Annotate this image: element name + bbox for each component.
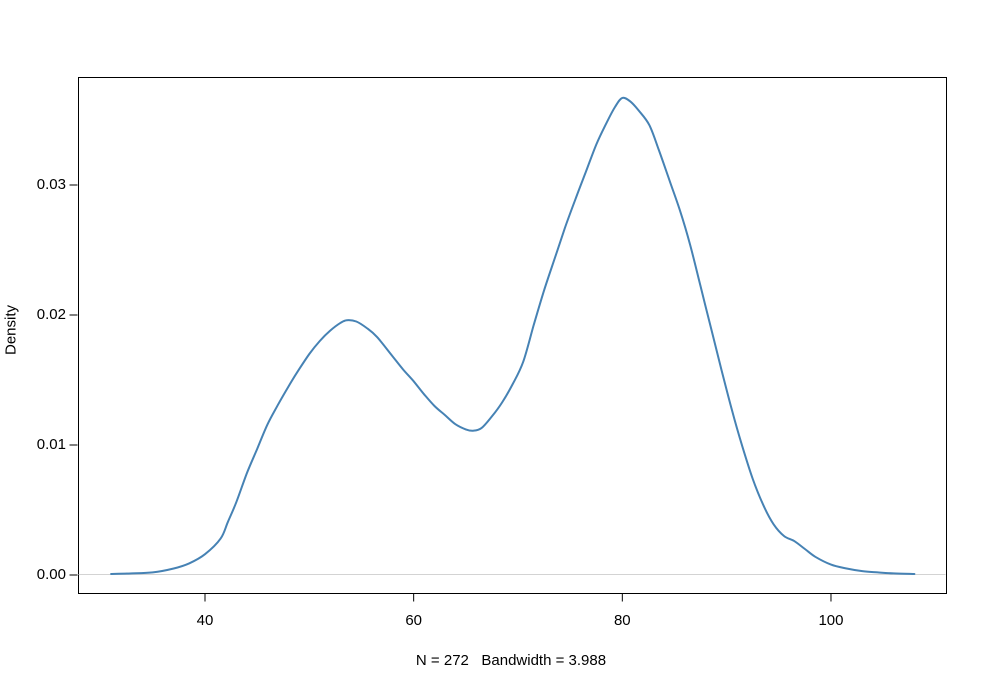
density-curve — [110, 96, 916, 575]
x-tick-label: 80 — [613, 612, 631, 629]
y-tick-label: 0.03 — [36, 176, 66, 193]
y-tick-label: 0.02 — [36, 306, 66, 323]
x-tick-label: 40 — [196, 612, 214, 629]
y-axis-title: Density — [2, 304, 20, 356]
y-tick-label: 0.00 — [36, 566, 66, 583]
x-tick-label: 100 — [818, 612, 844, 629]
y-axis-tick-marks — [69, 184, 78, 576]
x-axis-subtitle: N = 272 Bandwidth = 3.988 — [415, 652, 607, 669]
y-tick-label: 0.01 — [36, 436, 66, 453]
x-axis-tick-marks — [204, 593, 832, 602]
plot-box-border — [78, 77, 947, 594]
x-tick-label: 60 — [405, 612, 422, 629]
